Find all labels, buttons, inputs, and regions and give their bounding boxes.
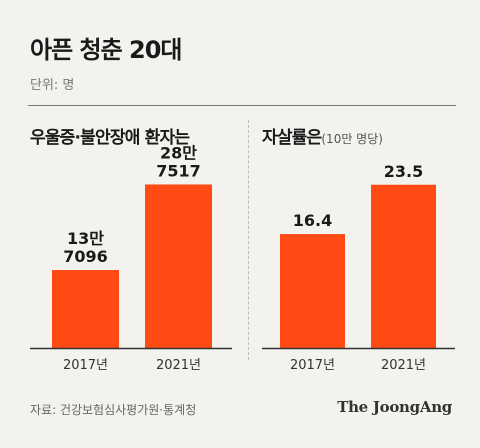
top-rule — [28, 105, 456, 106]
chart-1-bar-2 — [145, 184, 212, 348]
chart-1-value-label-1-2: 7096 — [63, 247, 108, 266]
chart-1-category-label-2: 2021년 — [156, 358, 201, 373]
chart-2-category-label-1: 2017년 — [290, 358, 335, 373]
publisher-logo: The JoongAng — [337, 398, 452, 416]
panel-divider — [248, 120, 249, 360]
chart-1-value-label-2-1: 28만 — [160, 143, 197, 162]
chart-1-title-text: 우울증·불안장애 환자는 — [30, 128, 190, 148]
chart-2-title: 자살률은(10만 명당) — [262, 123, 383, 148]
source-note: 자료: 건강보험심사평가원·통계청 — [30, 403, 197, 417]
chart-2-value-label-2-1: 23.5 — [384, 162, 423, 181]
page-title: 아픈 청춘 20대 — [30, 36, 183, 64]
chart-1-bar-1 — [52, 270, 119, 348]
chart-1-value-label-1-1: 13만 — [67, 229, 104, 248]
chart-2-value-label-1-1: 16.4 — [293, 211, 332, 230]
chart-2-subtitle: (10만 명당) — [321, 132, 383, 146]
chart-1-category-label-1: 2017년 — [63, 358, 108, 373]
chart-2-bar-1 — [280, 234, 345, 348]
chart-2-title-text: 자살률은 — [262, 128, 322, 148]
chart-2-bar-2 — [371, 184, 436, 348]
chart-1-title: 우울증·불안장애 환자는 — [30, 123, 190, 148]
unit-label: 단위: 명 — [30, 78, 75, 93]
chart-1-value-label-2-2: 7517 — [156, 161, 201, 180]
chart-2-category-label-2: 2021년 — [381, 358, 426, 373]
